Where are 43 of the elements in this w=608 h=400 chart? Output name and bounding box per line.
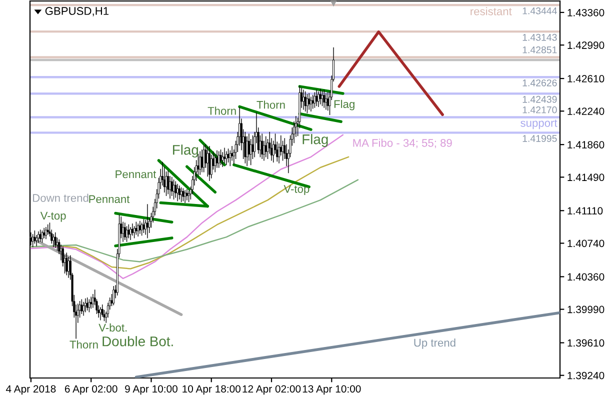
annotation: Pennant <box>89 195 130 204</box>
x-tick-label: 12 Apr 02:00 <box>242 385 301 395</box>
annotation: resistant <box>470 7 512 16</box>
annotation: Double Bot. <box>102 336 173 346</box>
annotation: support <box>520 120 558 130</box>
y-tick-label: 1.42240 <box>568 108 604 115</box>
y-tick-label: 1.40360 <box>568 273 604 281</box>
y-tick-label: 1.40740 <box>568 240 604 248</box>
annotation: Flag <box>173 144 198 158</box>
y-tick-label: 1.43360 <box>568 8 604 16</box>
annotation: Thorn <box>70 340 98 349</box>
annotation: Pennant <box>116 170 156 178</box>
y-tick-label: 1.39990 <box>568 306 604 314</box>
y-tick-label: 1.41860 <box>568 141 604 148</box>
annotation: Thorn <box>256 100 285 109</box>
x-tick-label: 9 Apr 10:00 <box>125 385 178 395</box>
ref-line-label: 1.43143 <box>522 34 557 41</box>
annotation: V-bot. <box>98 323 127 332</box>
ref-line-label: 1.43444 <box>522 7 557 14</box>
annotation: V-top <box>284 185 310 196</box>
chart-title: GBPUSD,H1 <box>45 7 109 16</box>
y-tick-label: 1.41490 <box>568 174 604 182</box>
ref-line-label: 1.42626 <box>522 79 557 86</box>
y-tick-label: 1.42990 <box>568 42 604 49</box>
ref-line-label: 1.42851 <box>522 46 557 54</box>
x-tick-label: 6 Apr 02:00 <box>64 385 118 395</box>
x-tick-label: 4 Apr 2018 <box>6 385 56 395</box>
annotation: Thorn <box>208 106 236 115</box>
ref-line-label: 1.41995 <box>522 135 557 142</box>
annotation: Flag <box>334 100 354 110</box>
y-tick-label: 1.42610 <box>568 75 604 82</box>
annotation: Flag <box>302 134 328 147</box>
x-tick-label: 10 Apr 18:00 <box>182 385 240 395</box>
annotation: V-top <box>40 212 66 222</box>
x-tick-label: 13 Apr 10:00 <box>302 385 361 395</box>
ref-line-label: 1.42170 <box>522 106 557 114</box>
annotation: Down trend <box>33 194 88 202</box>
annotation: Up trend <box>414 338 456 349</box>
y-tick-label: 1.39240 <box>568 372 604 380</box>
y-tick-label: 1.41110 <box>568 207 603 215</box>
ref-line-label: 1.42439 <box>522 96 557 103</box>
y-tick-label: 1.39610 <box>568 339 604 347</box>
annotation: MA Fibo - 34; 55; 89 <box>353 138 452 148</box>
